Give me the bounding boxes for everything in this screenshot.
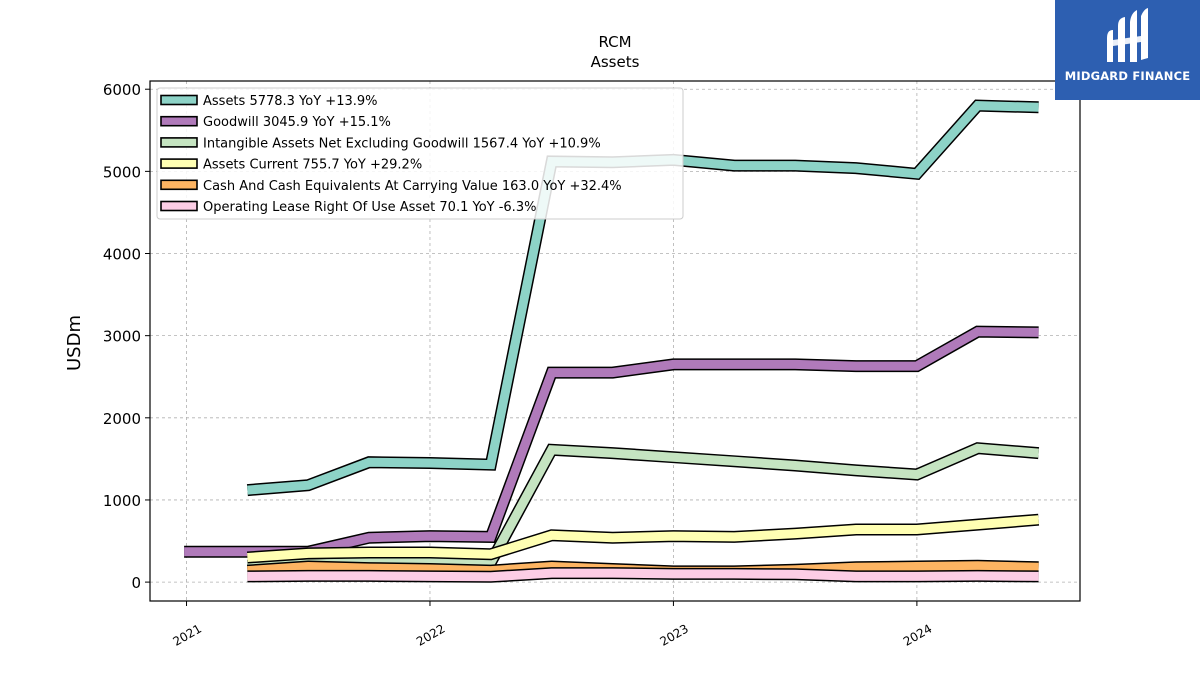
y-axis-label: USDm — [64, 315, 85, 371]
chart-title: RCM — [598, 33, 631, 51]
series-line — [247, 567, 1039, 583]
y-tick-label: 5000 — [103, 163, 141, 181]
legend-label: Goodwill 3045.9 YoY +15.1% — [203, 115, 391, 130]
x-tick-label: 2022 — [414, 621, 447, 648]
y-tick-label: 2000 — [103, 410, 141, 428]
legend-label: Cash And Cash Equivalents At Carrying Va… — [203, 179, 622, 194]
series-line — [246, 513, 1040, 564]
legend: Assets 5778.3 YoY +13.9% Goodwill 3045.9 … — [156, 87, 684, 220]
x-tick-label: 2023 — [657, 621, 690, 648]
series-line — [184, 325, 1039, 558]
y-tick-label: 4000 — [103, 246, 141, 264]
y-tick-label: 3000 — [103, 328, 141, 346]
legend-label: Assets 5778.3 YoY +13.9% — [203, 94, 378, 109]
brand-name: MIDGARD FINANCE — [1064, 69, 1191, 83]
legend-label: Assets Current 755.7 YoY +29.2% — [203, 158, 422, 173]
legend-swatch — [160, 137, 198, 148]
legend-swatch — [160, 179, 198, 191]
series-band — [247, 515, 1039, 562]
y-tick-label: 0 — [131, 574, 141, 592]
series-band — [247, 568, 1039, 582]
plot-frame — [149, 80, 1081, 602]
legend-box — [156, 87, 684, 220]
legend-swatch — [160, 94, 198, 106]
series-band — [184, 327, 1039, 557]
legend-label: Intangible Assets Net Excluding Goodwill… — [203, 136, 601, 151]
brand-logo: MIDGARD FINANCE — [1055, 0, 1200, 100]
legend-label: Operating Lease Right Of Use Asset 70.1 … — [203, 200, 536, 215]
legend-swatch — [160, 115, 198, 127]
legend-swatch — [160, 200, 198, 212]
x-tick-label: 2021 — [171, 621, 204, 648]
axes: 0 1000 2000 3000 4000 5000 6000 2021 2022 2023 202… — [103, 81, 935, 649]
midgard-logo-icon — [1107, 8, 1148, 62]
y-tick-label: 6000 — [103, 81, 141, 99]
legend-swatch — [160, 158, 198, 169]
chart-subtitle: Assets — [591, 53, 640, 71]
y-tick-label: 1000 — [103, 492, 141, 510]
x-tick-label: 2024 — [901, 621, 934, 648]
